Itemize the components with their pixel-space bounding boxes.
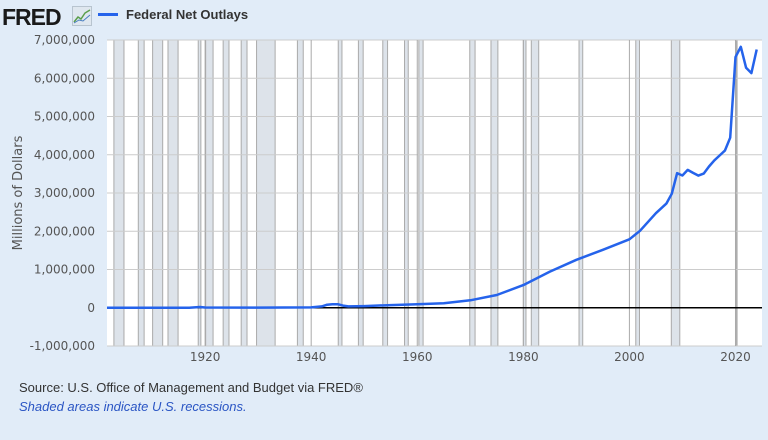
series-line	[107, 45, 758, 309]
y-axis-label: Millions of Dollars	[11, 135, 26, 250]
y-tick-label: 5,000,000	[34, 110, 95, 124]
fred-chart-icon	[72, 6, 92, 26]
y-tick-label: -1,000,000	[30, 339, 95, 353]
x-tick-label: 1920	[190, 350, 221, 364]
fred-logo: FRED	[2, 4, 62, 30]
x-tick-label: 1980	[508, 350, 539, 364]
x-tick-label: 1960	[402, 350, 433, 364]
legend: Federal Net Outlays	[98, 7, 248, 22]
y-tick-label: 6,000,000	[34, 71, 95, 85]
y-tick-label: 3,000,000	[34, 186, 95, 200]
source-text: Source: U.S. Office of Management and Bu…	[19, 380, 363, 395]
y-tick-label: 1,000,000	[34, 263, 95, 277]
x-tick-label: 1940	[296, 350, 327, 364]
y-tick-label: 7,000,000	[34, 33, 95, 47]
legend-swatch	[98, 13, 118, 16]
legend-label: Federal Net Outlays	[126, 7, 249, 22]
y-tick-label: 2,000,000	[34, 224, 95, 238]
x-tick-label: 2000	[614, 350, 645, 364]
y-tick-label: 0	[87, 301, 95, 315]
y-tick-label: 4,000,000	[34, 148, 95, 162]
x-tick-label: 2020	[720, 350, 751, 364]
recession-note: Shaded areas indicate U.S. recessions.	[19, 399, 247, 414]
